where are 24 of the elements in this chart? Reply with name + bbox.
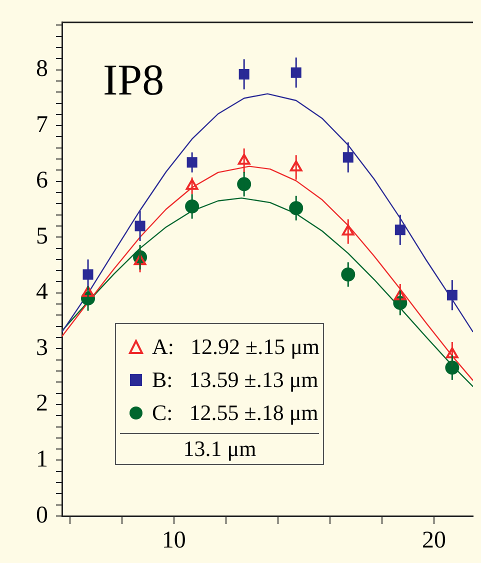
y-tick-label: 5 bbox=[36, 223, 48, 250]
point bbox=[134, 254, 146, 266]
point bbox=[238, 154, 250, 165]
y-tick-label: 1 bbox=[36, 446, 48, 473]
point bbox=[82, 286, 94, 297]
text: IP8 bbox=[103, 55, 164, 104]
y-tick-label: 6 bbox=[36, 168, 48, 194]
legend-label: C: 12.55 ±.18 μm bbox=[152, 400, 318, 426]
x-tick-label: 10 bbox=[162, 528, 186, 554]
x-tick-label: 20 bbox=[422, 528, 446, 554]
y-tick-label: 7 bbox=[36, 112, 48, 138]
annotation: 13.1 μm bbox=[120, 433, 320, 462]
y-tick-label: 0 bbox=[36, 502, 48, 528]
y-tick-label: 2 bbox=[36, 390, 48, 417]
y-tick-label: 8 bbox=[36, 56, 48, 82]
point bbox=[446, 347, 458, 358]
legend-label: A: 12.92 ±.15 μm bbox=[152, 334, 320, 360]
point bbox=[342, 224, 354, 236]
point bbox=[186, 178, 198, 190]
point bbox=[394, 289, 406, 300]
y-tick-label: 4 bbox=[36, 279, 48, 306]
legend-label: B: 13.59 ±.13 μm bbox=[152, 366, 318, 392]
y-tick-label: 3 bbox=[36, 334, 48, 361]
point bbox=[290, 160, 302, 172]
